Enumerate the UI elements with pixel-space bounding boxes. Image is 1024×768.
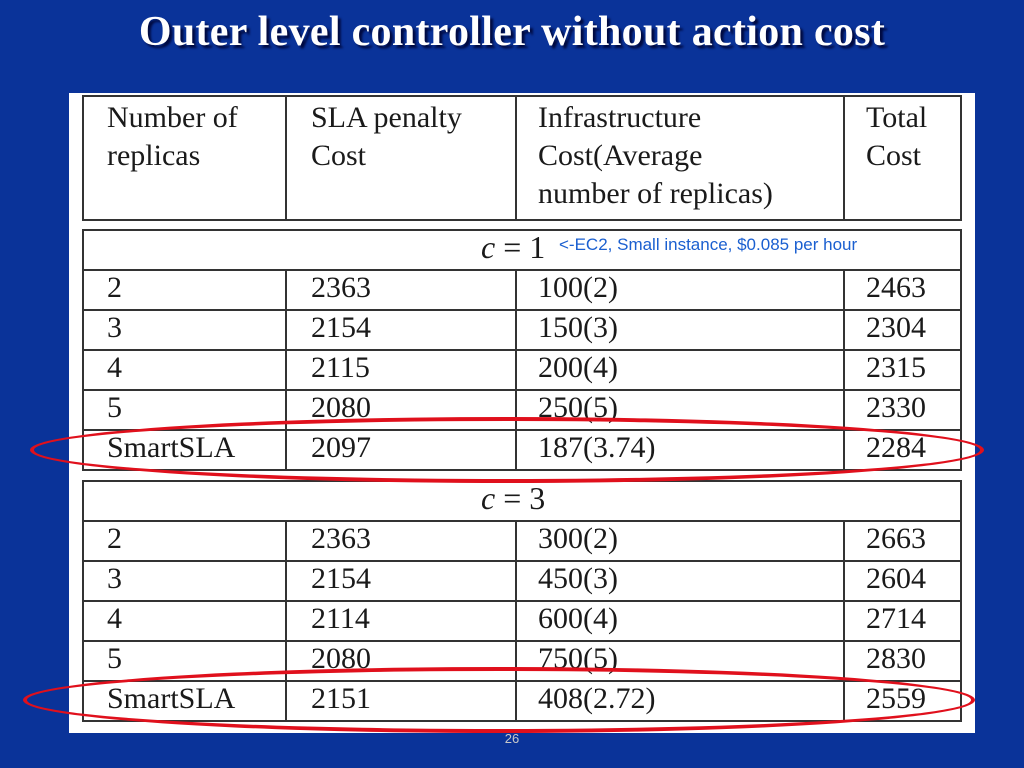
header-top-line xyxy=(82,95,962,97)
table-cell: 5 xyxy=(107,391,122,424)
header-col-line xyxy=(960,95,962,221)
table-cell: 200(4) xyxy=(538,351,618,384)
table-cell: 2 xyxy=(107,271,122,304)
section1-label-bottom-line xyxy=(82,269,962,271)
results-table-image: Number of replicas SLA penalty Cost Infr… xyxy=(69,93,975,733)
section1-row-line xyxy=(82,349,962,351)
table-cell: 2714 xyxy=(866,602,926,635)
section1-border-line xyxy=(960,229,962,471)
table-cell: 150(3) xyxy=(538,311,618,344)
table-cell: 2830 xyxy=(866,642,926,675)
page-number: 26 xyxy=(504,731,520,746)
section2-col-line xyxy=(515,520,517,722)
table-cell: 2604 xyxy=(866,562,926,595)
section1-top-line xyxy=(82,229,962,231)
header-replicas: Number of replicas xyxy=(107,101,238,173)
table-cell: 2363 xyxy=(311,522,371,555)
table-cell: 2 xyxy=(107,522,122,555)
header-col-line xyxy=(515,95,517,221)
table-cell: 100(2) xyxy=(538,271,618,304)
table-cell: 2304 xyxy=(866,311,926,344)
smartsla-highlight-ellipse-c3 xyxy=(23,667,975,733)
table-cell: 2663 xyxy=(866,522,926,555)
header-sla-penalty: SLA penalty Cost xyxy=(311,101,462,173)
table-cell: 4 xyxy=(107,351,122,384)
section1-label: c = 1 xyxy=(481,229,546,265)
smartsla-highlight-ellipse-c1 xyxy=(30,417,984,483)
ec2-annotation: <-EC2, Small instance, $0.085 per hour xyxy=(559,235,858,254)
table-cell: 2154 xyxy=(311,311,371,344)
table-cell: 5 xyxy=(107,642,122,675)
table-cell: 300(2) xyxy=(538,522,618,555)
table-cell: 3 xyxy=(107,311,122,344)
section2-label-bottom-line xyxy=(82,520,962,522)
header-col-line xyxy=(285,95,287,221)
header-bottom-line xyxy=(82,219,962,221)
table-cell: 2114 xyxy=(311,602,370,635)
table-cell: 4 xyxy=(107,602,122,635)
table-cell: 2363 xyxy=(311,271,371,304)
table-cell: 2315 xyxy=(866,351,926,384)
section1-col-line xyxy=(843,269,845,471)
section2-row-line xyxy=(82,640,962,642)
section2-border-line xyxy=(82,480,84,722)
table-cell: 2115 xyxy=(311,351,370,384)
section2-row-line xyxy=(82,600,962,602)
table-cell: 3 xyxy=(107,562,122,595)
header-col-line xyxy=(82,95,84,221)
header-infrastructure-cost: Infrastructure Cost(Average number of re… xyxy=(538,101,773,211)
table-cell: 2154 xyxy=(311,562,371,595)
section2-col-line xyxy=(285,520,287,722)
table-cell: 2463 xyxy=(866,271,926,304)
section1-row-line xyxy=(82,389,962,391)
table-cell: 600(4) xyxy=(538,602,618,635)
header-total-cost: Total Cost xyxy=(866,101,928,173)
section1-col-line xyxy=(285,269,287,471)
slide-title: Outer level controller without action co… xyxy=(138,9,886,55)
section1-border-line xyxy=(82,229,84,471)
section1-row-line xyxy=(82,309,962,311)
section2-col-line xyxy=(843,520,845,722)
section1-col-line xyxy=(515,269,517,471)
section2-label: c = 3 xyxy=(481,480,546,516)
table-cell: 450(3) xyxy=(538,562,618,595)
table-cell: 2330 xyxy=(866,391,926,424)
header-col-line xyxy=(843,95,845,221)
section2-row-line xyxy=(82,560,962,562)
section2-border-line xyxy=(960,480,962,722)
